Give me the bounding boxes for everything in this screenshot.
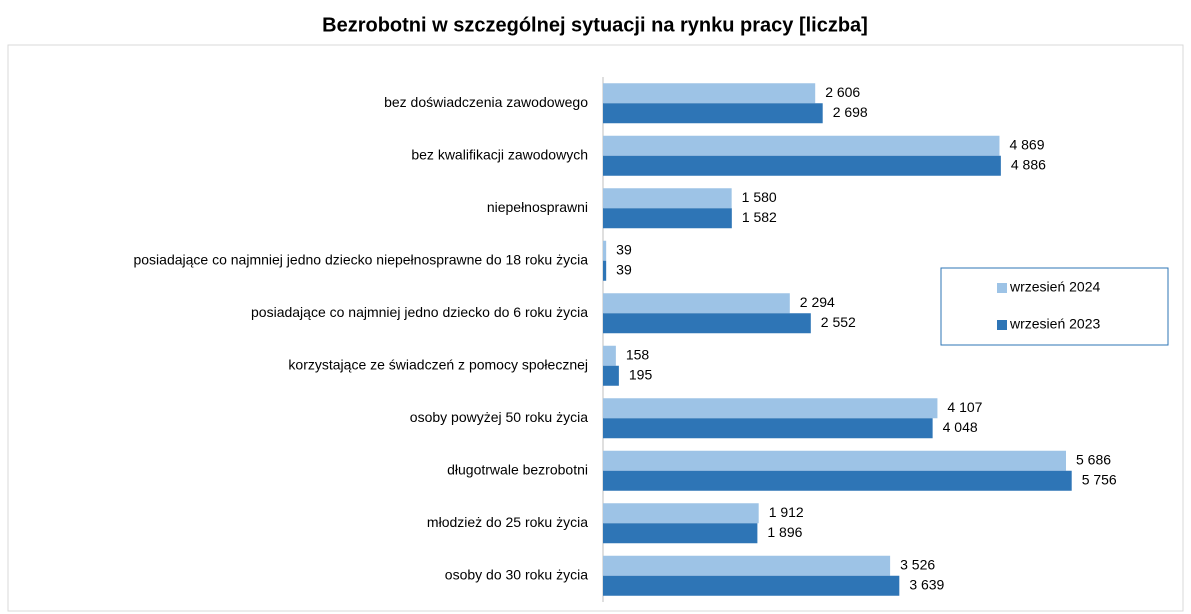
bar [603,260,607,281]
category-label: posiadające co najmniej jedno dziecko ni… [133,251,588,267]
category-label: niepełnosprawni [487,199,588,215]
legend-swatch [997,283,1007,293]
value-label: 39 [616,241,632,257]
bar [603,523,758,544]
bar [603,208,732,229]
bar [603,398,938,419]
bar [603,155,1001,176]
value-label: 2 294 [800,294,835,310]
value-label: 2 552 [821,314,856,330]
bar [603,135,1000,156]
bar [603,293,790,314]
bar [603,83,816,104]
category-label: bez kwalifikacji zawodowych [411,146,588,162]
category-label: osoby powyżej 50 roku życia [410,409,588,425]
category-label: korzystające ze świadczeń z pomocy społe… [288,356,588,372]
category-label: młodzież do 25 roku życia [427,514,588,530]
bar [603,555,891,576]
value-label: 1 896 [767,524,802,540]
value-label: 158 [626,346,650,362]
bar [603,503,759,524]
value-label: 4 107 [947,399,982,415]
value-label: 4 048 [943,419,978,435]
bar [603,240,607,261]
bar [603,418,933,439]
bar [603,188,732,209]
value-label: 3 639 [909,576,944,592]
value-label: 2 606 [825,84,860,100]
legend-swatch [997,320,1007,330]
bar [603,313,811,334]
bar [603,103,823,124]
legend-label: wrzesień 2023 [1009,316,1100,332]
bar [603,575,900,596]
value-label: 5 686 [1076,451,1111,467]
value-label: 3 526 [900,556,935,572]
category-label: osoby do 30 roku życia [445,566,588,582]
value-label: 2 698 [833,104,868,120]
value-label: 4 869 [1009,136,1044,152]
bar [603,345,616,366]
legend-box [940,267,1169,346]
chart-border [7,44,1184,612]
value-label: 1 912 [769,504,804,520]
chart-title: Bezrobotni w szczególnej sytuacji na ryn… [322,14,868,36]
bar [603,365,619,386]
category-label: posiadające co najmniej jedno dziecko do… [251,304,588,320]
legend-label: wrzesień 2024 [1009,279,1100,295]
value-label: 1 580 [742,189,777,205]
value-label: 1 582 [742,209,777,225]
value-label: 195 [629,366,653,382]
value-label: 39 [616,261,632,277]
category-label: długotrwale bezrobotni [447,461,588,477]
bar [603,450,1067,471]
bar [603,470,1072,491]
value-label: 5 756 [1082,471,1117,487]
category-label: bez doświadczenia zawodowego [384,94,588,110]
value-label: 4 886 [1011,156,1046,172]
